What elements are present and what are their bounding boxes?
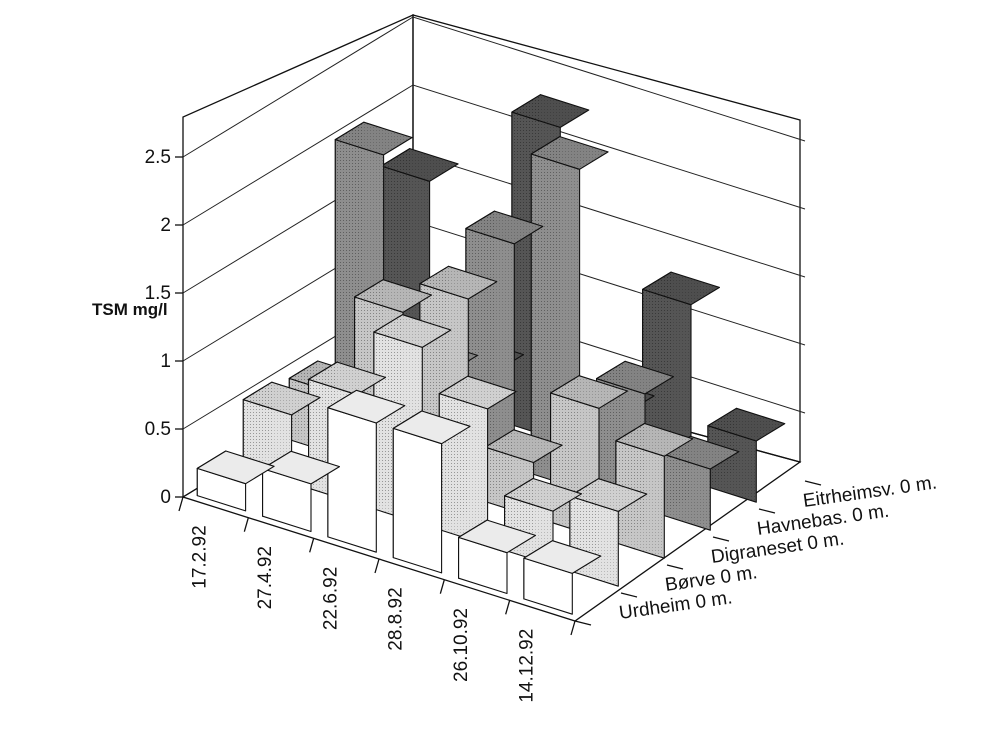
y-tick-label: 1	[160, 351, 171, 372]
bar	[327, 389, 406, 553]
z-tick-mark	[574, 620, 592, 626]
bar-top	[523, 540, 602, 574]
y-axis: 0 0.5 1 1.5 2 2.5	[145, 147, 183, 508]
x-tick-label: 28.8.92	[386, 587, 407, 650]
bar-front	[392, 427, 443, 574]
y-tick-label: 2.5	[145, 147, 171, 168]
x-tick-mark	[178, 496, 184, 512]
y-tick-label: 1.5	[145, 283, 171, 304]
bar-texture	[511, 94, 589, 128]
y-tick-label: 0.5	[145, 419, 171, 440]
bar-texture	[569, 478, 647, 512]
gridline	[182, 16, 806, 158]
bar-top	[196, 450, 275, 485]
z-tick-mark	[666, 564, 684, 570]
bar-texture	[642, 272, 672, 467]
bar-top	[327, 389, 406, 424]
x-tick-mark	[309, 538, 315, 553]
bar-texture	[439, 376, 468, 530]
x-tick-mark	[243, 517, 249, 532]
x-tick-mark	[505, 600, 511, 615]
x-tick-label: 22.6.92	[320, 567, 341, 630]
bar-texture	[419, 266, 497, 299]
x-tick-mark	[374, 558, 380, 574]
x-tick-label: 17.2.92	[190, 525, 211, 588]
bar-texture	[439, 376, 517, 409]
bar	[642, 271, 721, 483]
bar-top	[392, 410, 471, 445]
bar-texture	[465, 211, 543, 244]
bar-front	[327, 407, 377, 553]
bar-top	[262, 450, 341, 485]
bar-texture	[243, 382, 321, 415]
bar-texture	[550, 375, 628, 409]
z-tick-mark	[620, 592, 638, 598]
y-tick-label: 2	[160, 215, 171, 236]
x-tick-label: 14.12.92	[516, 629, 537, 703]
x-tick-label: 27.4.92	[255, 546, 276, 609]
bar	[707, 407, 786, 503]
x-tick-label: 26.10.92	[451, 608, 472, 682]
bar-texture	[531, 136, 560, 474]
bar-texture	[707, 408, 785, 441]
bar-texture	[373, 314, 451, 348]
bar-texture	[615, 423, 645, 543]
bar-texture	[381, 148, 459, 182]
x-axis: 17.2.92 27.4.92 22.6.92 28.8.92 26.10.92 14.1…	[178, 496, 576, 703]
bar	[392, 410, 471, 574]
bar	[530, 136, 609, 490]
z-tick-mark	[712, 536, 730, 542]
x-tick-mark	[570, 620, 576, 636]
bars	[196, 94, 786, 615]
bar-texture	[485, 429, 563, 463]
bar	[615, 422, 694, 559]
bar-texture	[335, 122, 413, 155]
bar	[196, 450, 275, 512]
bar	[661, 435, 740, 531]
bar-texture	[615, 423, 693, 457]
bar-texture	[354, 279, 432, 313]
z-tick-mark	[758, 508, 776, 514]
bar-texture	[596, 361, 674, 394]
bar-top	[458, 519, 537, 554]
bar	[458, 519, 537, 595]
z-tick-mark	[804, 480, 822, 486]
x-tick-mark	[439, 579, 445, 594]
gridline	[182, 84, 806, 226]
bar-texture	[504, 478, 582, 512]
y-tick-label: 0	[160, 487, 171, 508]
bar	[523, 540, 602, 615]
bar-texture	[550, 375, 580, 523]
bar-texture	[308, 362, 386, 395]
y-axis-label: TSM mg/l	[92, 300, 168, 319]
bar-texture	[531, 136, 609, 170]
bar-texture	[642, 272, 720, 305]
